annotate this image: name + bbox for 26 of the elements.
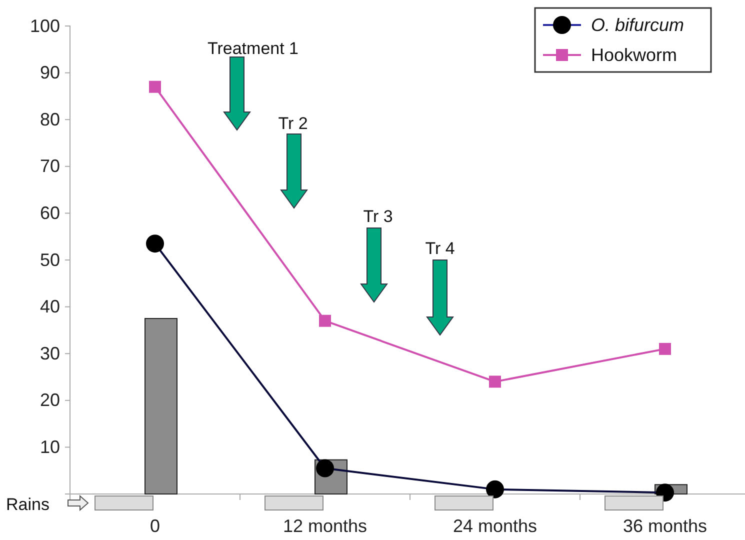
x-tick-label: 12 months [282, 516, 368, 536]
y-tick-label: 10 [40, 436, 60, 457]
text: Rains [6, 495, 50, 514]
annotation: Treatment 1 [207, 39, 299, 58]
annotation: Tr 4 [425, 239, 455, 258]
y-tick-label: 50 [40, 250, 60, 270]
annotation: Tr 3 [363, 207, 393, 226]
y-tick-label: 40 [40, 296, 60, 317]
y-tick-label: 20 [40, 390, 60, 410]
y-tick-label: 80 [40, 109, 60, 130]
bar [144, 318, 178, 494]
legend-label: O. bifurcum [591, 15, 684, 35]
x-tick-label: 24 months [452, 516, 538, 536]
point [659, 342, 671, 355]
y-tick-label: 60 [40, 202, 60, 223]
annotation: Tr 2 [278, 114, 308, 133]
point [149, 80, 161, 93]
x-tick-label: 0 [150, 516, 160, 536]
y-tick-label: 90 [40, 62, 60, 83]
legend-label: Hookworm [591, 45, 678, 65]
point [319, 314, 331, 327]
point [489, 376, 501, 388]
y-tick-label: 30 [40, 343, 60, 364]
y-tick-label: 100 [30, 16, 60, 36]
y-tick-label: 70 [40, 156, 60, 176]
x-tick-label: 36 months [622, 516, 708, 536]
